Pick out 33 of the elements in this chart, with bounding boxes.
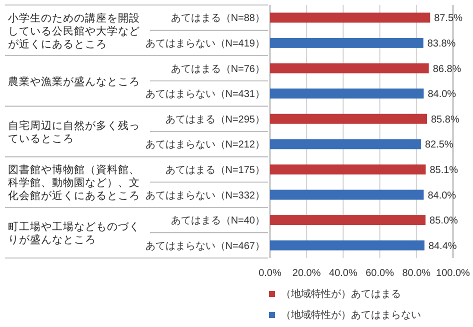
y-tick-label: あてはまらない（N=467） xyxy=(145,240,265,252)
data-label: 82.5% xyxy=(424,140,454,151)
data-label: 85.0% xyxy=(430,216,458,227)
y-tick-label: あてはまる（N=175） xyxy=(165,164,265,176)
y-tick-label: あてはまる（N=40） xyxy=(170,216,265,227)
x-tick-label: 0.0% xyxy=(258,268,282,279)
text: 町工場や工場などものづくりが盛んなところ xyxy=(8,221,140,246)
x-tick-label: 80.0% xyxy=(402,268,431,279)
y-tick-label: あてはまる（N=88） xyxy=(170,13,265,24)
y-tick-label: あてはまる（N=295） xyxy=(165,114,265,126)
y-tick-label: あてはまる（N=76） xyxy=(170,64,265,75)
text: 図書館や博物館（資料館、科学館、動物園など）、文化会館が近くにあるところ xyxy=(8,163,140,202)
data-label: 83.8% xyxy=(427,38,456,50)
x-tick-label: 40.0% xyxy=(329,268,358,279)
data-label: 86.8% xyxy=(432,64,462,75)
x-tick-label: 20.0% xyxy=(292,268,321,279)
data-label: 87.5% xyxy=(434,13,463,24)
legend-label: （地域特性が）あてはまる xyxy=(281,288,401,300)
y-tick-label: あてはまらない（N=212） xyxy=(145,140,265,151)
y-tick-label: あてはまらない（N=332） xyxy=(145,190,265,202)
y-tick-label: あてはまらない（N=431） xyxy=(145,89,265,100)
text: 自宅周辺に自然が多く残っているところ xyxy=(8,119,140,145)
data-label: 84.4% xyxy=(428,240,457,252)
text: 小学生のための講座を開設している公民館や大学などが近くにあるところ xyxy=(8,11,140,50)
y-tick-label: あてはまらない（N=419） xyxy=(145,38,265,50)
x-tick-label: 60.0% xyxy=(366,268,394,279)
data-label: 84.0% xyxy=(428,190,456,202)
data-label: 85.8% xyxy=(431,114,460,126)
data-label: 85.1% xyxy=(430,164,458,176)
data-label: 84.0% xyxy=(428,89,456,100)
legend-label: （地域特性が）あてはまらない xyxy=(281,309,421,321)
text: 農業や漁業が盛んなところ xyxy=(8,74,140,88)
x-tick-label: 100.0% xyxy=(436,268,470,279)
